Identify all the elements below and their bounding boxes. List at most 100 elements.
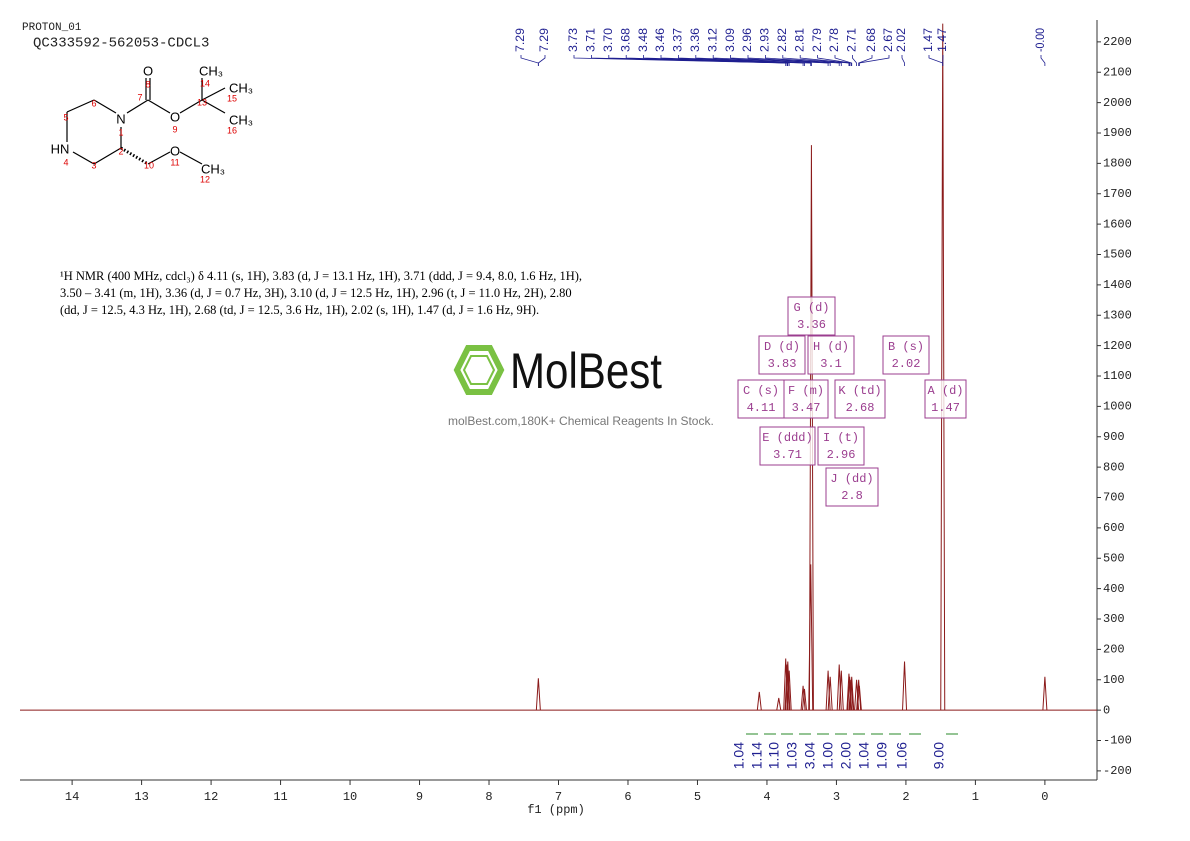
peak-label-leader	[782, 55, 850, 66]
multiplet-box	[882, 335, 930, 375]
x-tick-label: 14	[65, 790, 79, 804]
y-tick-label: 1200	[1103, 339, 1132, 353]
peak-label: 3.37	[671, 28, 685, 52]
peak	[1042, 676, 1048, 711]
y-tick-label: 1900	[1103, 126, 1132, 140]
multiplet-shift: 3.1	[820, 357, 842, 371]
peak	[786, 670, 792, 711]
multiplet-box	[834, 379, 886, 419]
multiplet-name: G (d)	[793, 301, 829, 315]
x-tick-label: 3	[833, 790, 840, 804]
atom-label: HN	[51, 141, 70, 156]
atom-number: 14	[200, 78, 210, 88]
integral-label: 1.09	[874, 742, 890, 769]
integral-label: 1.06	[894, 742, 910, 769]
atom-number: 2	[118, 146, 123, 156]
structure-bonds	[66, 78, 226, 166]
x-tick-label: 9	[416, 790, 423, 804]
x-tick-label: 4	[763, 790, 770, 804]
peak-label: 2.67	[881, 28, 895, 52]
peak-label-leader	[747, 55, 840, 66]
peak-label-leader	[852, 55, 857, 66]
peak-label: 2.79	[810, 28, 824, 52]
y-tick-label: 1100	[1103, 369, 1132, 383]
y-tick-label: 400	[1103, 582, 1125, 596]
watermark-brand: MolBest	[510, 343, 662, 399]
peak-label: 2.78	[827, 28, 841, 52]
peak	[776, 697, 782, 711]
peak-label: 3.71	[584, 28, 598, 52]
peak-label-leader	[1040, 55, 1046, 66]
atom-number: 13	[197, 97, 207, 107]
peak-label-leader	[799, 55, 851, 66]
x-tick-label: 11	[273, 790, 287, 804]
atom-number: 3	[91, 160, 96, 170]
peak-label: 2.96	[740, 28, 754, 52]
x-tick-label: 12	[204, 790, 218, 804]
atom-label: CH₃	[229, 80, 253, 95]
multiplet-shift: 2.96	[827, 448, 856, 462]
peak	[756, 691, 762, 711]
y-tick-label: 300	[1103, 612, 1125, 626]
watermark-tagline: molBest.com,180K+ Chemical Reagents In S…	[448, 414, 714, 428]
multiplet-box	[758, 335, 806, 375]
peak	[856, 685, 862, 711]
x-tick-label: 13	[134, 790, 148, 804]
peak-label: 3.68	[618, 28, 632, 52]
peak-label: 3.36	[688, 28, 702, 52]
peak-label: -0.00	[1033, 28, 1047, 52]
peak-label-leader	[858, 55, 890, 66]
peak-label: 7.29	[537, 28, 551, 52]
x-tick-label: 5	[694, 790, 701, 804]
peak-label-leader	[660, 55, 805, 66]
peak-label: 2.82	[775, 28, 789, 52]
atom-number: 5	[63, 112, 68, 122]
peak-label: 2.02	[894, 28, 908, 52]
atom-label: O	[170, 109, 180, 124]
peak	[902, 661, 908, 711]
x-tick-label: 10	[343, 790, 357, 804]
y-tick-label: 500	[1103, 551, 1125, 565]
x-tick-label: 2	[902, 790, 909, 804]
peak-label-leader	[730, 55, 831, 66]
y-tick-label: 1600	[1103, 217, 1132, 231]
integral-label: 1.00	[820, 742, 836, 769]
peak-label: 1.47	[921, 28, 935, 52]
peak-label: 3.09	[723, 28, 737, 52]
peak-label-leader	[817, 55, 852, 66]
atom-number: 11	[170, 157, 179, 167]
peak-label: 3.73	[566, 28, 580, 52]
multiplet-name: B (s)	[888, 340, 924, 354]
peak	[808, 145, 814, 711]
multiplet-name: A (d)	[927, 384, 963, 398]
multiplet-name: F (m)	[788, 384, 824, 398]
watermark: MolBest molBest.com,180K+ Chemical Reage…	[448, 343, 714, 428]
peak	[838, 670, 844, 711]
multiplet-shift: 2.02	[892, 357, 921, 371]
atom-number: 12	[200, 174, 210, 184]
peak	[847, 676, 853, 711]
atom-number: 8	[145, 79, 150, 89]
integral-label: 1.03	[784, 742, 800, 769]
integral-label: 2.00	[838, 742, 854, 769]
y-tick-label: -200	[1103, 764, 1132, 778]
peak	[848, 679, 854, 711]
integral-label: 1.14	[749, 742, 765, 769]
integral-label: 1.04	[731, 742, 747, 769]
atom-label: CH₃	[229, 112, 253, 127]
atom-label: O	[143, 63, 153, 78]
peak-label-leader	[695, 55, 812, 66]
experiment-name: PROTON_01	[22, 22, 82, 34]
peak-label-leader	[901, 55, 905, 66]
multiplet-box	[783, 379, 829, 419]
multiplet-name: I (t)	[823, 431, 859, 445]
peak-label-leader	[858, 55, 873, 66]
multiplet-box	[787, 296, 836, 336]
peak	[800, 685, 806, 711]
peak-label-leader	[834, 55, 853, 66]
y-tick-label: -100	[1103, 734, 1132, 748]
integral-label: 1.10	[766, 742, 782, 769]
nmr-description: (dd, J = 12.5, 4.3 Hz, 1H), 2.68 (td, J …	[60, 303, 539, 317]
peak	[785, 661, 791, 711]
